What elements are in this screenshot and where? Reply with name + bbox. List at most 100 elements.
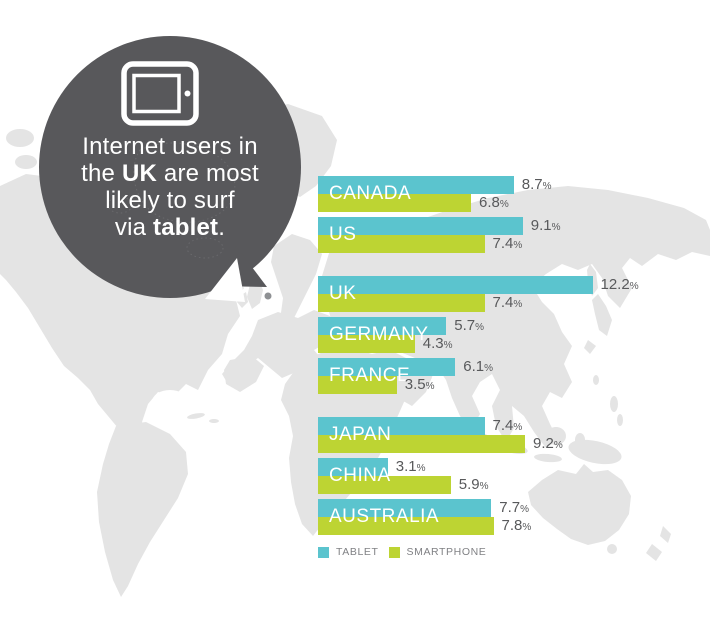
speech-bubble-circle bbox=[39, 36, 301, 298]
tablet-value-label: 9.1% bbox=[531, 217, 561, 235]
tablet-value-label: 7.4% bbox=[493, 417, 523, 435]
percent-sign: % bbox=[553, 440, 563, 451]
legend-label: SMARTPHONE bbox=[406, 546, 487, 558]
value-number: 5.9 bbox=[458, 476, 480, 493]
tablet-bar bbox=[318, 499, 492, 517]
bubble-text-segment: Internet users in bbox=[82, 133, 258, 160]
country-label: JAPAN bbox=[329, 424, 392, 445]
tasmania-shape bbox=[607, 544, 617, 554]
percent-sign: % bbox=[513, 422, 523, 433]
percent-sign: % bbox=[425, 381, 435, 392]
tablet-value-label: 12.2% bbox=[601, 276, 639, 294]
country-row-us: US 9.1% 7.4% bbox=[318, 217, 710, 253]
bar-chart: CANADA 8.7% 6.8% US 9.1% 7.4% UK 12.2% 7.4% GERMA… bbox=[318, 176, 710, 536]
bubble-text-line: likely to surf bbox=[40, 187, 300, 214]
legend-item-smartphone: SMARTPHONE bbox=[388, 546, 487, 558]
south-america-shape bbox=[97, 422, 188, 597]
percent-sign: % bbox=[443, 340, 453, 351]
smartphone-bar bbox=[318, 435, 525, 453]
java-shape bbox=[534, 453, 562, 463]
legend-swatch-smartphone bbox=[388, 546, 400, 558]
japan-shape bbox=[592, 294, 612, 336]
percent-sign: % bbox=[479, 481, 489, 492]
smartphone-bar bbox=[318, 376, 397, 394]
country-label: CANADA bbox=[329, 183, 412, 204]
value-number: 12.2 bbox=[600, 276, 630, 293]
arctic-island-shape bbox=[15, 155, 37, 169]
smartphone-value-label: 7.4% bbox=[493, 294, 523, 312]
tablet-bar bbox=[318, 317, 447, 335]
australia-shape bbox=[528, 464, 631, 545]
smartphone-bar bbox=[318, 235, 485, 253]
value-number: 7.7 bbox=[499, 499, 521, 516]
tablet-value-label: 6.1% bbox=[463, 358, 493, 376]
tablet-bar bbox=[318, 276, 593, 294]
uk-marker-dot bbox=[264, 292, 272, 300]
dotted-map-detail bbox=[107, 142, 236, 259]
country-label: GERMANY bbox=[329, 324, 429, 345]
new-zealand-shape bbox=[646, 544, 662, 561]
percent-sign: % bbox=[475, 322, 485, 333]
percent-sign: % bbox=[484, 363, 494, 374]
country-row-germany: GERMANY 5.7% 4.3% bbox=[318, 317, 710, 353]
country-label: US bbox=[329, 224, 357, 245]
percent-sign: % bbox=[416, 463, 426, 474]
smartphone-value-label: 7.4% bbox=[493, 235, 523, 253]
value-number: 6.1 bbox=[463, 358, 485, 375]
smartphone-value-label: 5.9% bbox=[459, 476, 489, 494]
speech-bubble bbox=[39, 36, 301, 302]
bubble-text-emphasis: tablet bbox=[153, 214, 219, 241]
value-number: 8.7 bbox=[521, 176, 543, 193]
percent-sign: % bbox=[522, 522, 532, 533]
tablet-bar bbox=[318, 417, 485, 435]
tablet-icon bbox=[121, 61, 199, 126]
borneo-shape bbox=[546, 427, 566, 445]
bubble-text-segment: via bbox=[114, 214, 154, 241]
value-number: 7.4 bbox=[492, 294, 514, 311]
tablet-value-label: 7.7% bbox=[499, 499, 529, 517]
country-row-china: CHINA 3.1% 5.9% bbox=[318, 458, 710, 494]
smartphone-value-label: 7.8% bbox=[502, 517, 532, 535]
percent-sign: % bbox=[520, 504, 530, 515]
country-row-uk: UK 12.2% 7.4% bbox=[318, 276, 710, 312]
bubble-text-segment: the bbox=[81, 160, 122, 187]
smartphone-value-label: 6.8% bbox=[479, 194, 509, 212]
value-number: 9.1 bbox=[530, 217, 552, 234]
smartphone-value-label: 4.3% bbox=[423, 335, 453, 353]
value-number: 5.7 bbox=[454, 317, 476, 334]
tablet-bar bbox=[318, 358, 456, 376]
bubble-text-segment: are most bbox=[157, 160, 259, 187]
country-label: UK bbox=[329, 283, 357, 304]
smartphone-bar bbox=[318, 517, 494, 535]
tablet-value-label: 3.1% bbox=[396, 458, 426, 476]
tablet-value-label: 5.7% bbox=[454, 317, 484, 335]
iberia-shape bbox=[224, 356, 264, 392]
smartphone-bar bbox=[318, 294, 485, 312]
value-number: 7.4 bbox=[492, 417, 514, 434]
caribbean-islands-shape bbox=[187, 413, 205, 419]
tablet-value-label: 8.7% bbox=[522, 176, 552, 194]
chart-legend: TABLET SMARTPHONE bbox=[318, 546, 486, 558]
tablet-bar bbox=[318, 217, 523, 235]
value-number: 6.8 bbox=[479, 194, 500, 211]
percent-sign: % bbox=[513, 299, 523, 310]
scandinavia-shape bbox=[271, 234, 322, 330]
value-number: 3.5 bbox=[404, 376, 426, 393]
country-label: FRANCE bbox=[329, 365, 411, 386]
smartphone-bar bbox=[318, 194, 471, 212]
value-number: 3.1 bbox=[395, 458, 417, 475]
philippines-shape bbox=[610, 396, 618, 412]
taiwan-shape bbox=[593, 375, 599, 385]
tablet-bar bbox=[318, 176, 514, 194]
legend-swatch-tablet bbox=[318, 546, 329, 558]
percent-sign: % bbox=[499, 199, 509, 210]
new-guinea-shape bbox=[568, 439, 622, 465]
bubble-text-line: Internet users in bbox=[40, 133, 300, 160]
country-label: AUSTRALIA bbox=[329, 506, 440, 527]
percent-sign: % bbox=[542, 181, 552, 192]
percent-sign: % bbox=[629, 281, 639, 292]
legend-label: TABLET bbox=[336, 546, 379, 558]
smartphone-value-label: 3.5% bbox=[405, 376, 435, 394]
smartphone-bar bbox=[318, 476, 451, 494]
value-number: 4.3 bbox=[422, 335, 444, 352]
